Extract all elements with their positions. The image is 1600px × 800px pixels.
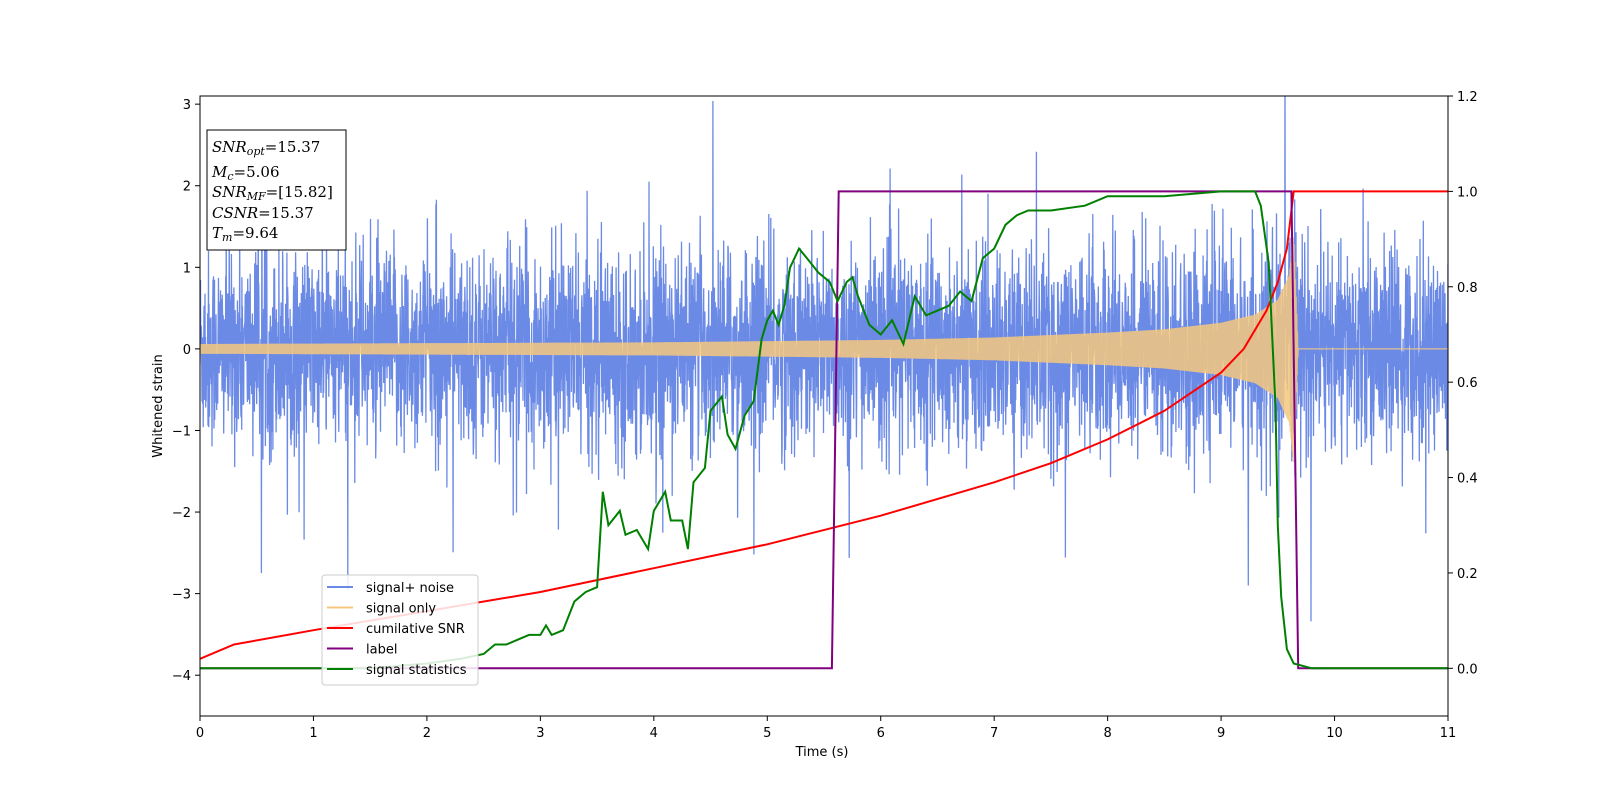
y-tick-label: −4 bbox=[172, 669, 191, 684]
legend-signal-plus-noise-label: signal+ noise bbox=[366, 581, 454, 596]
annotation-box: SNRopt=15.37 Mc=5.06 SNRMF=[15.82] CSNR=… bbox=[206, 129, 347, 251]
y2-tick-label: 0.4 bbox=[1457, 472, 1478, 487]
x-tick-label: 6 bbox=[877, 726, 885, 741]
legend-signal-statistics-label: signal statistics bbox=[366, 663, 467, 678]
y2-tick-label: 0.8 bbox=[1457, 281, 1478, 296]
y2-tick-label: 1.2 bbox=[1457, 90, 1478, 105]
x-tick-label: 3 bbox=[536, 726, 544, 741]
x-tick-label: 7 bbox=[990, 726, 998, 741]
y-tick-label: 2 bbox=[183, 180, 191, 195]
x-tick-label: 4 bbox=[650, 726, 658, 741]
y-axis-label: Whitened strain bbox=[151, 354, 166, 457]
y2-tick-label: 0.2 bbox=[1457, 567, 1478, 582]
y-tick-label: 1 bbox=[183, 261, 191, 276]
y-axis-right: 0.0 0.2 0.4 0.6 0.8 1.0 1.2 bbox=[1448, 90, 1478, 677]
x-tick-label: 2 bbox=[423, 726, 431, 741]
y-tick-label: 3 bbox=[183, 98, 191, 113]
y-tick-label: −3 bbox=[172, 588, 191, 603]
x-tick-label: 5 bbox=[763, 726, 771, 741]
y2-tick-label: 1.0 bbox=[1457, 185, 1478, 200]
y-tick-label: 0 bbox=[183, 343, 191, 358]
x-tick-label: 10 bbox=[1326, 726, 1343, 741]
annotation-csnr: CSNR=15.37 bbox=[212, 204, 314, 222]
series-signal-statistics-line bbox=[200, 190, 1448, 670]
x-axis: 0 1 2 3 4 5 6 7 8 9 10 11 bbox=[196, 716, 1456, 741]
y-tick-label: −2 bbox=[172, 506, 191, 521]
x-tick-label: 11 bbox=[1440, 726, 1457, 741]
legend: signal+ noise signal only cumilative SNR la… bbox=[321, 574, 479, 686]
x-tick-label: 1 bbox=[309, 726, 317, 741]
annotation-mc: Mc=5.06 bbox=[211, 163, 280, 183]
y-axis-left: −4 −3 −2 −1 0 1 2 3 bbox=[172, 98, 200, 684]
x-tick-label: 9 bbox=[1217, 726, 1225, 741]
series-signal-only-line bbox=[200, 237, 1448, 463]
y2-tick-label: 0.6 bbox=[1457, 376, 1478, 391]
plot-frame bbox=[199, 95, 1449, 717]
annotation-tm: Tm=9.64 bbox=[212, 224, 278, 244]
y-tick-label: −1 bbox=[172, 424, 191, 439]
x-tick-label: 0 bbox=[196, 726, 204, 741]
x-axis-label: Time (s) bbox=[795, 745, 849, 760]
legend-signal-only-label: signal only bbox=[366, 602, 436, 617]
legend-label-label: label bbox=[366, 643, 397, 658]
annotation-snr-opt: SNRopt=15.37 bbox=[212, 138, 320, 158]
x-tick-label: 8 bbox=[1103, 726, 1111, 741]
legend-cumulative-snr-label: cumilative SNR bbox=[366, 622, 465, 637]
y2-tick-label: 0.0 bbox=[1457, 662, 1478, 677]
annotation-snr-mf: SNRMF=[15.82] bbox=[212, 183, 333, 203]
